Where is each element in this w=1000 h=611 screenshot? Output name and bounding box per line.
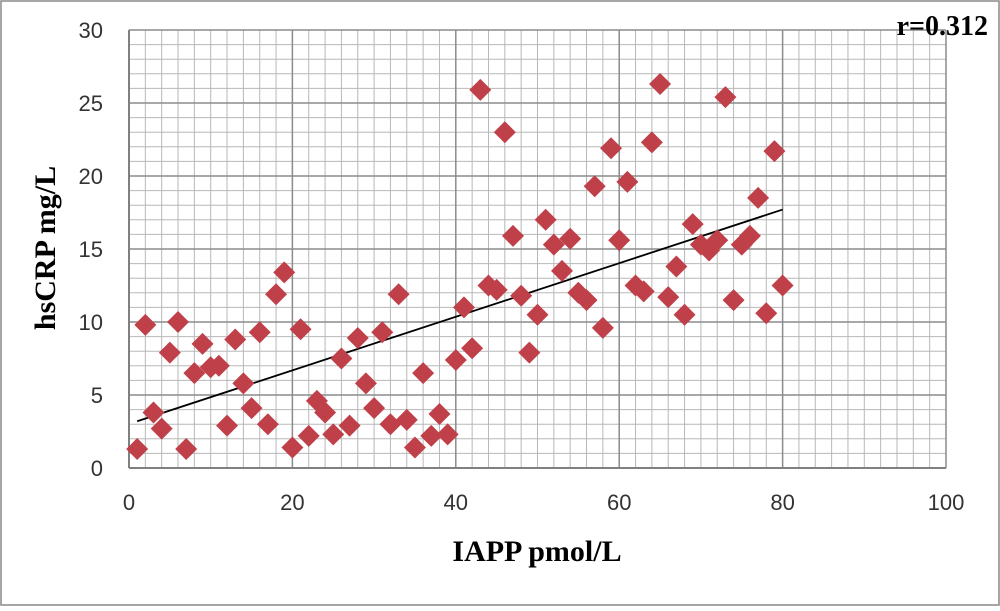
- data-point: [469, 78, 492, 101]
- y-tick-label: 20: [79, 164, 103, 189]
- data-point: [534, 208, 557, 231]
- data-point: [608, 229, 631, 252]
- data-point: [738, 224, 761, 247]
- y-tick-label: 15: [79, 237, 103, 262]
- x-tick-label: 40: [444, 490, 468, 515]
- data-point: [510, 284, 533, 307]
- data-point: [216, 414, 239, 437]
- axes: [128, 30, 946, 469]
- data-point: [322, 423, 345, 446]
- data-point: [175, 438, 198, 461]
- data-point: [616, 170, 639, 193]
- data-point: [297, 424, 320, 447]
- data-point: [771, 274, 794, 297]
- data-point: [167, 311, 190, 333]
- data-point: [714, 86, 737, 109]
- data-point: [640, 131, 663, 154]
- data-point: [649, 73, 672, 96]
- data-point: [632, 280, 655, 303]
- x-tick-labels: 0 20 40 60 80 100: [123, 490, 964, 515]
- data-point: [542, 233, 565, 256]
- data-point: [673, 303, 696, 326]
- data-point: [436, 423, 459, 446]
- data-point: [412, 362, 435, 385]
- data-point: [354, 372, 377, 395]
- data-point: [248, 321, 271, 344]
- data-point: [191, 332, 214, 355]
- data-point: [346, 327, 369, 350]
- data-point: [395, 408, 418, 431]
- x-axis-title: IAPP pmol/L: [452, 535, 621, 568]
- data-point: [371, 321, 394, 344]
- data-point: [681, 213, 704, 236]
- data-point: [420, 424, 443, 447]
- x-tick-label: 0: [123, 490, 135, 515]
- data-point: [158, 341, 181, 364]
- data-point: [183, 362, 206, 385]
- data-point: [444, 348, 467, 371]
- data-points: [126, 73, 794, 461]
- y-tick-label: 0: [91, 456, 103, 481]
- data-point: [150, 417, 173, 440]
- data-point: [387, 283, 410, 306]
- x-tick-label: 60: [607, 490, 631, 515]
- data-point: [224, 328, 247, 351]
- data-point: [526, 303, 549, 326]
- data-point: [134, 313, 157, 336]
- data-point: [256, 413, 279, 436]
- data-point: [452, 296, 475, 319]
- data-point: [363, 397, 386, 420]
- data-point: [281, 436, 304, 459]
- data-point: [583, 175, 606, 198]
- correlation-annotation: r=0.312: [897, 11, 988, 42]
- data-point: [747, 186, 770, 209]
- x-tick-label: 80: [770, 490, 794, 515]
- data-point: [314, 401, 337, 424]
- data-point: [379, 413, 402, 436]
- x-tick-label: 20: [280, 490, 304, 515]
- y-tick-label: 25: [79, 91, 103, 116]
- data-point: [289, 318, 312, 341]
- y-tick-label: 10: [79, 310, 103, 335]
- data-point: [265, 283, 288, 306]
- data-point: [461, 337, 484, 360]
- data-point: [657, 286, 680, 309]
- data-point: [142, 401, 165, 424]
- data-point: [273, 261, 296, 284]
- data-point: [518, 341, 541, 364]
- y-axis-title: hsCRP mg/L: [29, 166, 62, 330]
- data-point: [575, 289, 598, 312]
- data-point: [763, 140, 786, 163]
- data-point: [338, 414, 361, 437]
- data-point: [551, 259, 574, 282]
- data-point: [207, 354, 230, 377]
- y-tick-label: 30: [79, 18, 103, 43]
- data-point: [240, 397, 263, 420]
- y-tick-label: 5: [91, 383, 103, 408]
- data-point: [559, 227, 582, 250]
- data-point: [493, 121, 516, 144]
- data-point: [403, 436, 426, 459]
- data-point: [428, 402, 451, 425]
- data-point: [706, 229, 729, 252]
- data-point: [330, 347, 353, 370]
- y-tick-labels: 0 5 10 15 20 25 30: [79, 18, 103, 481]
- data-point: [722, 289, 745, 312]
- data-point: [755, 302, 778, 325]
- data-point: [232, 372, 255, 395]
- data-point: [126, 438, 149, 461]
- data-point: [665, 255, 688, 278]
- data-point: [591, 316, 614, 339]
- data-point: [485, 278, 508, 301]
- x-tick-label: 100: [928, 490, 965, 515]
- data-point: [600, 137, 623, 160]
- data-point: [501, 224, 524, 247]
